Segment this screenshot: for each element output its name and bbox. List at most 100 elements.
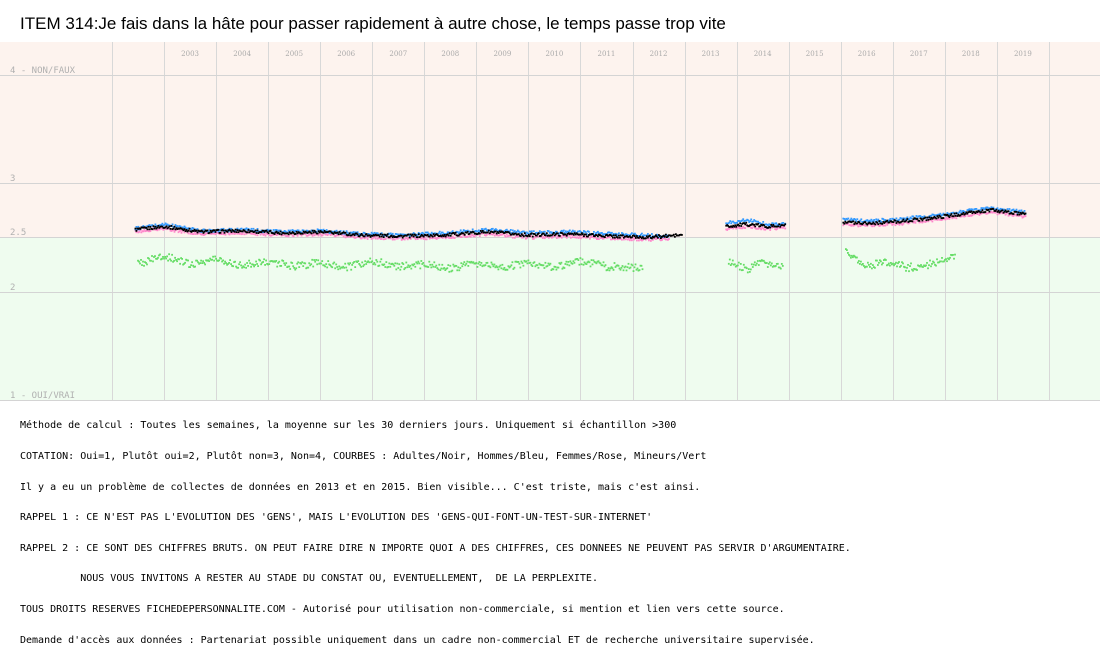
data-point — [352, 233, 355, 236]
data-point — [531, 235, 534, 238]
data-point — [154, 223, 157, 226]
data-point — [852, 220, 855, 223]
data-point — [430, 231, 433, 234]
data-point — [842, 217, 845, 220]
data-point — [875, 223, 878, 225]
year-label: 2018 — [962, 50, 980, 58]
data-point — [1009, 210, 1012, 213]
data-point — [863, 265, 865, 267]
data-point — [294, 268, 297, 271]
data-point — [151, 228, 154, 231]
data-point — [452, 263, 455, 266]
data-point — [999, 210, 1002, 213]
data-point — [413, 263, 416, 265]
data-point — [197, 229, 200, 232]
data-point — [214, 255, 216, 258]
data-point — [453, 231, 456, 234]
data-point — [864, 224, 867, 227]
data-point — [382, 264, 385, 266]
year-label: 2009 — [493, 50, 511, 58]
data-point — [438, 235, 441, 237]
data-point — [618, 232, 620, 235]
data-point — [244, 263, 246, 266]
data-point — [536, 264, 539, 267]
data-point — [345, 266, 348, 269]
data-point — [335, 229, 338, 232]
data-point — [243, 266, 245, 269]
data-point — [459, 229, 462, 232]
data-point — [982, 207, 985, 210]
data-point — [616, 236, 618, 238]
data-point — [908, 220, 911, 223]
data-point — [848, 224, 851, 227]
data-point — [673, 233, 675, 236]
data-point — [608, 234, 610, 237]
data-point — [354, 232, 357, 235]
data-point — [855, 222, 858, 225]
data-point — [569, 236, 572, 239]
data-point — [351, 234, 354, 237]
data-point — [586, 235, 588, 238]
data-point — [889, 264, 891, 267]
data-point — [483, 231, 486, 234]
data-point — [251, 230, 254, 233]
data-point — [269, 260, 272, 263]
data-point — [155, 225, 158, 228]
note-line: NOUS VOUS INVITONS A RESTER AU STADE DU … — [20, 573, 598, 585]
data-point — [189, 230, 192, 233]
data-point — [227, 232, 230, 235]
data-point — [375, 259, 378, 261]
data-point — [384, 266, 387, 268]
data-point — [440, 235, 443, 238]
data-point — [190, 264, 192, 267]
data-point — [369, 233, 372, 236]
data-point — [363, 232, 366, 234]
data-point — [903, 217, 906, 220]
data-point — [985, 206, 988, 209]
data-point — [536, 232, 539, 234]
data-point — [306, 266, 309, 269]
data-point — [299, 262, 302, 264]
data-point — [648, 235, 650, 238]
data-point — [591, 236, 593, 238]
data-point — [171, 223, 174, 226]
data-point — [680, 233, 682, 236]
data-point — [445, 234, 448, 236]
data-point — [287, 265, 290, 268]
data-point — [763, 224, 766, 227]
data-point — [611, 231, 613, 234]
data-point — [756, 260, 759, 262]
data-point — [562, 229, 565, 232]
data-point — [551, 268, 554, 270]
data-point — [474, 230, 477, 232]
data-point — [539, 235, 542, 237]
data-point — [599, 232, 601, 235]
data-point — [310, 233, 313, 236]
data-point — [915, 268, 917, 271]
data-point — [157, 225, 160, 227]
data-point — [205, 232, 208, 235]
data-point — [164, 256, 166, 258]
data-point — [276, 233, 279, 236]
data-point — [1007, 214, 1010, 217]
data-point — [749, 268, 752, 271]
data-point — [475, 262, 478, 264]
data-point — [532, 262, 535, 264]
data-point — [322, 264, 325, 267]
data-point — [411, 233, 414, 236]
data-point — [254, 264, 256, 266]
data-point — [212, 232, 215, 235]
data-point — [914, 268, 916, 271]
data-point — [1012, 213, 1015, 215]
data-point — [985, 212, 988, 215]
data-point — [561, 232, 564, 235]
data-point — [854, 221, 857, 224]
data-point — [543, 230, 546, 233]
data-point — [916, 269, 918, 271]
data-point — [753, 223, 756, 226]
data-point — [623, 238, 625, 241]
data-point — [262, 231, 265, 234]
data-point — [360, 237, 363, 240]
data-point — [522, 235, 525, 238]
data-point — [349, 262, 352, 264]
